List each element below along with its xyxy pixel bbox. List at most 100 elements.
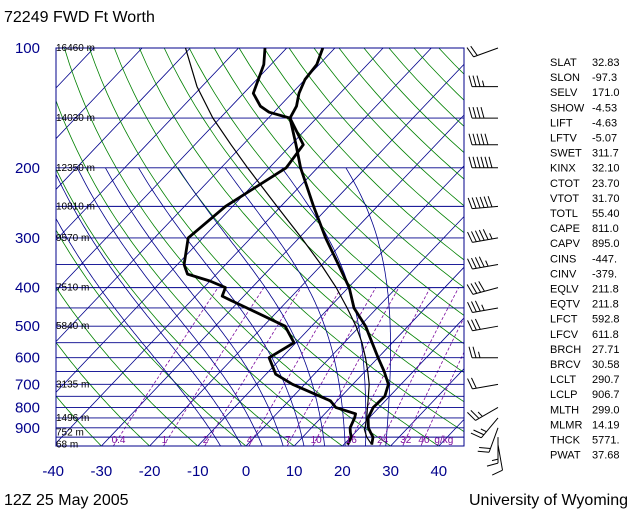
- wind-barb: [468, 156, 498, 169]
- plot-frame: [55, 47, 465, 447]
- barb-staff: [472, 264, 499, 270]
- barb-flag: [471, 257, 477, 269]
- barb-flag: [471, 231, 477, 242]
- isotherm-line: [56, 48, 240, 241]
- barb-flag: [476, 106, 481, 119]
- temperature-tick-label: -30: [91, 463, 113, 480]
- barb-flag: [478, 281, 485, 292]
- index-value: 311.7: [592, 148, 619, 160]
- moist-adiabat: [56, 173, 242, 446]
- temperature-tick-label: 20: [334, 463, 351, 480]
- barb-flag: [484, 133, 489, 145]
- barb-flag: [467, 320, 473, 331]
- height-label: 7510 m: [56, 283, 89, 294]
- wind-barb: [467, 196, 499, 210]
- pressure-axis: 100 200 300 400 500 600 700 800 900: [15, 40, 40, 437]
- mixing-ratio-label: 10: [311, 435, 323, 446]
- index-name: LFCV: [550, 329, 579, 341]
- index-name: CAPE: [550, 223, 580, 235]
- barb-half-flag: [481, 304, 485, 311]
- temperature-tick-label: -10: [187, 463, 209, 480]
- barb-flag: [468, 75, 473, 87]
- barb-staff: [475, 406, 499, 421]
- index-name: KINX: [550, 163, 576, 175]
- barb-flag: [467, 231, 473, 243]
- barb-flag: [470, 45, 478, 56]
- moist-adiabat: [224, 167, 346, 446]
- moist-adiabat: [281, 167, 367, 446]
- barb-staff: [472, 307, 499, 313]
- index-value: -97.3: [592, 72, 617, 84]
- index-name: MLMR: [550, 419, 582, 431]
- barb-flag: [480, 106, 485, 119]
- barb-flag: [486, 462, 499, 467]
- mixing-ratio-line: [347, 287, 431, 446]
- dry-adiabat: [238, 48, 464, 288]
- barb-flag: [470, 283, 478, 294]
- mixing-ratio-label: 7: [285, 435, 291, 446]
- height-label: 10810 m: [56, 201, 95, 212]
- index-name: SELV: [550, 87, 578, 99]
- barb-flag: [466, 284, 474, 295]
- index-name: SHOW: [550, 102, 585, 114]
- barb-flag: [483, 196, 489, 208]
- wind-barb: [468, 75, 498, 88]
- barb-half-flag: [482, 80, 485, 87]
- dry-adiabat: [113, 48, 464, 433]
- barb-half-flag: [485, 260, 489, 267]
- barb-flag: [468, 133, 473, 145]
- parcel-profile: [184, 48, 373, 445]
- dewpoint-profile: [182, 48, 358, 446]
- barb-staff: [473, 47, 499, 58]
- wind-barb: [467, 229, 499, 243]
- wind-barb: [467, 256, 499, 270]
- dry-adiabat: [56, 99, 344, 446]
- index-name: MLTH: [550, 404, 579, 416]
- index-value: 290.7: [592, 374, 620, 386]
- moist-adiabat: [76, 167, 263, 446]
- barb-flag: [473, 429, 485, 436]
- barb-flag: [477, 450, 490, 453]
- dry-adiabat: [288, 48, 464, 234]
- barb-flag: [466, 47, 474, 58]
- isotherm-line: [245, 215, 464, 446]
- temperature-tick-label: -40: [42, 463, 64, 480]
- wind-barbs: [466, 45, 504, 476]
- mixing-ratio-label: 32: [400, 435, 412, 446]
- pressure-tick-label: 200: [15, 160, 40, 177]
- barb-flag: [470, 410, 480, 419]
- barb-flag: [478, 229, 485, 241]
- index-name: CINV: [550, 268, 577, 280]
- mixing-ratio-line: [420, 351, 464, 446]
- wind-barb: [467, 318, 499, 332]
- barb-staff: [472, 383, 499, 390]
- barb-flag: [468, 346, 473, 358]
- wind-barb: [486, 437, 499, 467]
- mixing-ratio-label: 1: [162, 435, 168, 446]
- mixing-ratio-line: [204, 287, 302, 446]
- index-value: -5.07: [592, 133, 617, 145]
- moist-adiabat: [105, 167, 284, 446]
- dry-adiabat: [64, 48, 392, 446]
- barb-staff: [472, 325, 499, 332]
- height-label: 3135 m: [56, 379, 89, 390]
- index-name: SWET: [550, 148, 582, 160]
- index-name: CINS: [550, 253, 576, 265]
- temperature-tick-label: 0: [242, 463, 250, 480]
- index-value: 211.8: [592, 284, 619, 296]
- dry-adiabat: [56, 395, 102, 446]
- moist-adiabat: [56, 217, 222, 446]
- barb-flag: [467, 197, 473, 209]
- wind-barb: [467, 377, 499, 390]
- barb-flag: [480, 156, 485, 168]
- temperature-tick-label: -20: [139, 463, 161, 480]
- isotherm-line: [56, 48, 384, 393]
- height-label: 752 m: [56, 428, 84, 439]
- mixing-ratio-line: [248, 287, 342, 446]
- mixing-ratio-labels: 0.4 1 2 4 7 10 16 24 32 40 g/kg: [112, 435, 454, 446]
- mixing-ratio-label: 24: [377, 435, 389, 446]
- mixing-ratio-line: [112, 287, 219, 446]
- chart-title: 72249 FWD Ft Worth: [4, 9, 155, 26]
- barb-flag: [474, 300, 481, 312]
